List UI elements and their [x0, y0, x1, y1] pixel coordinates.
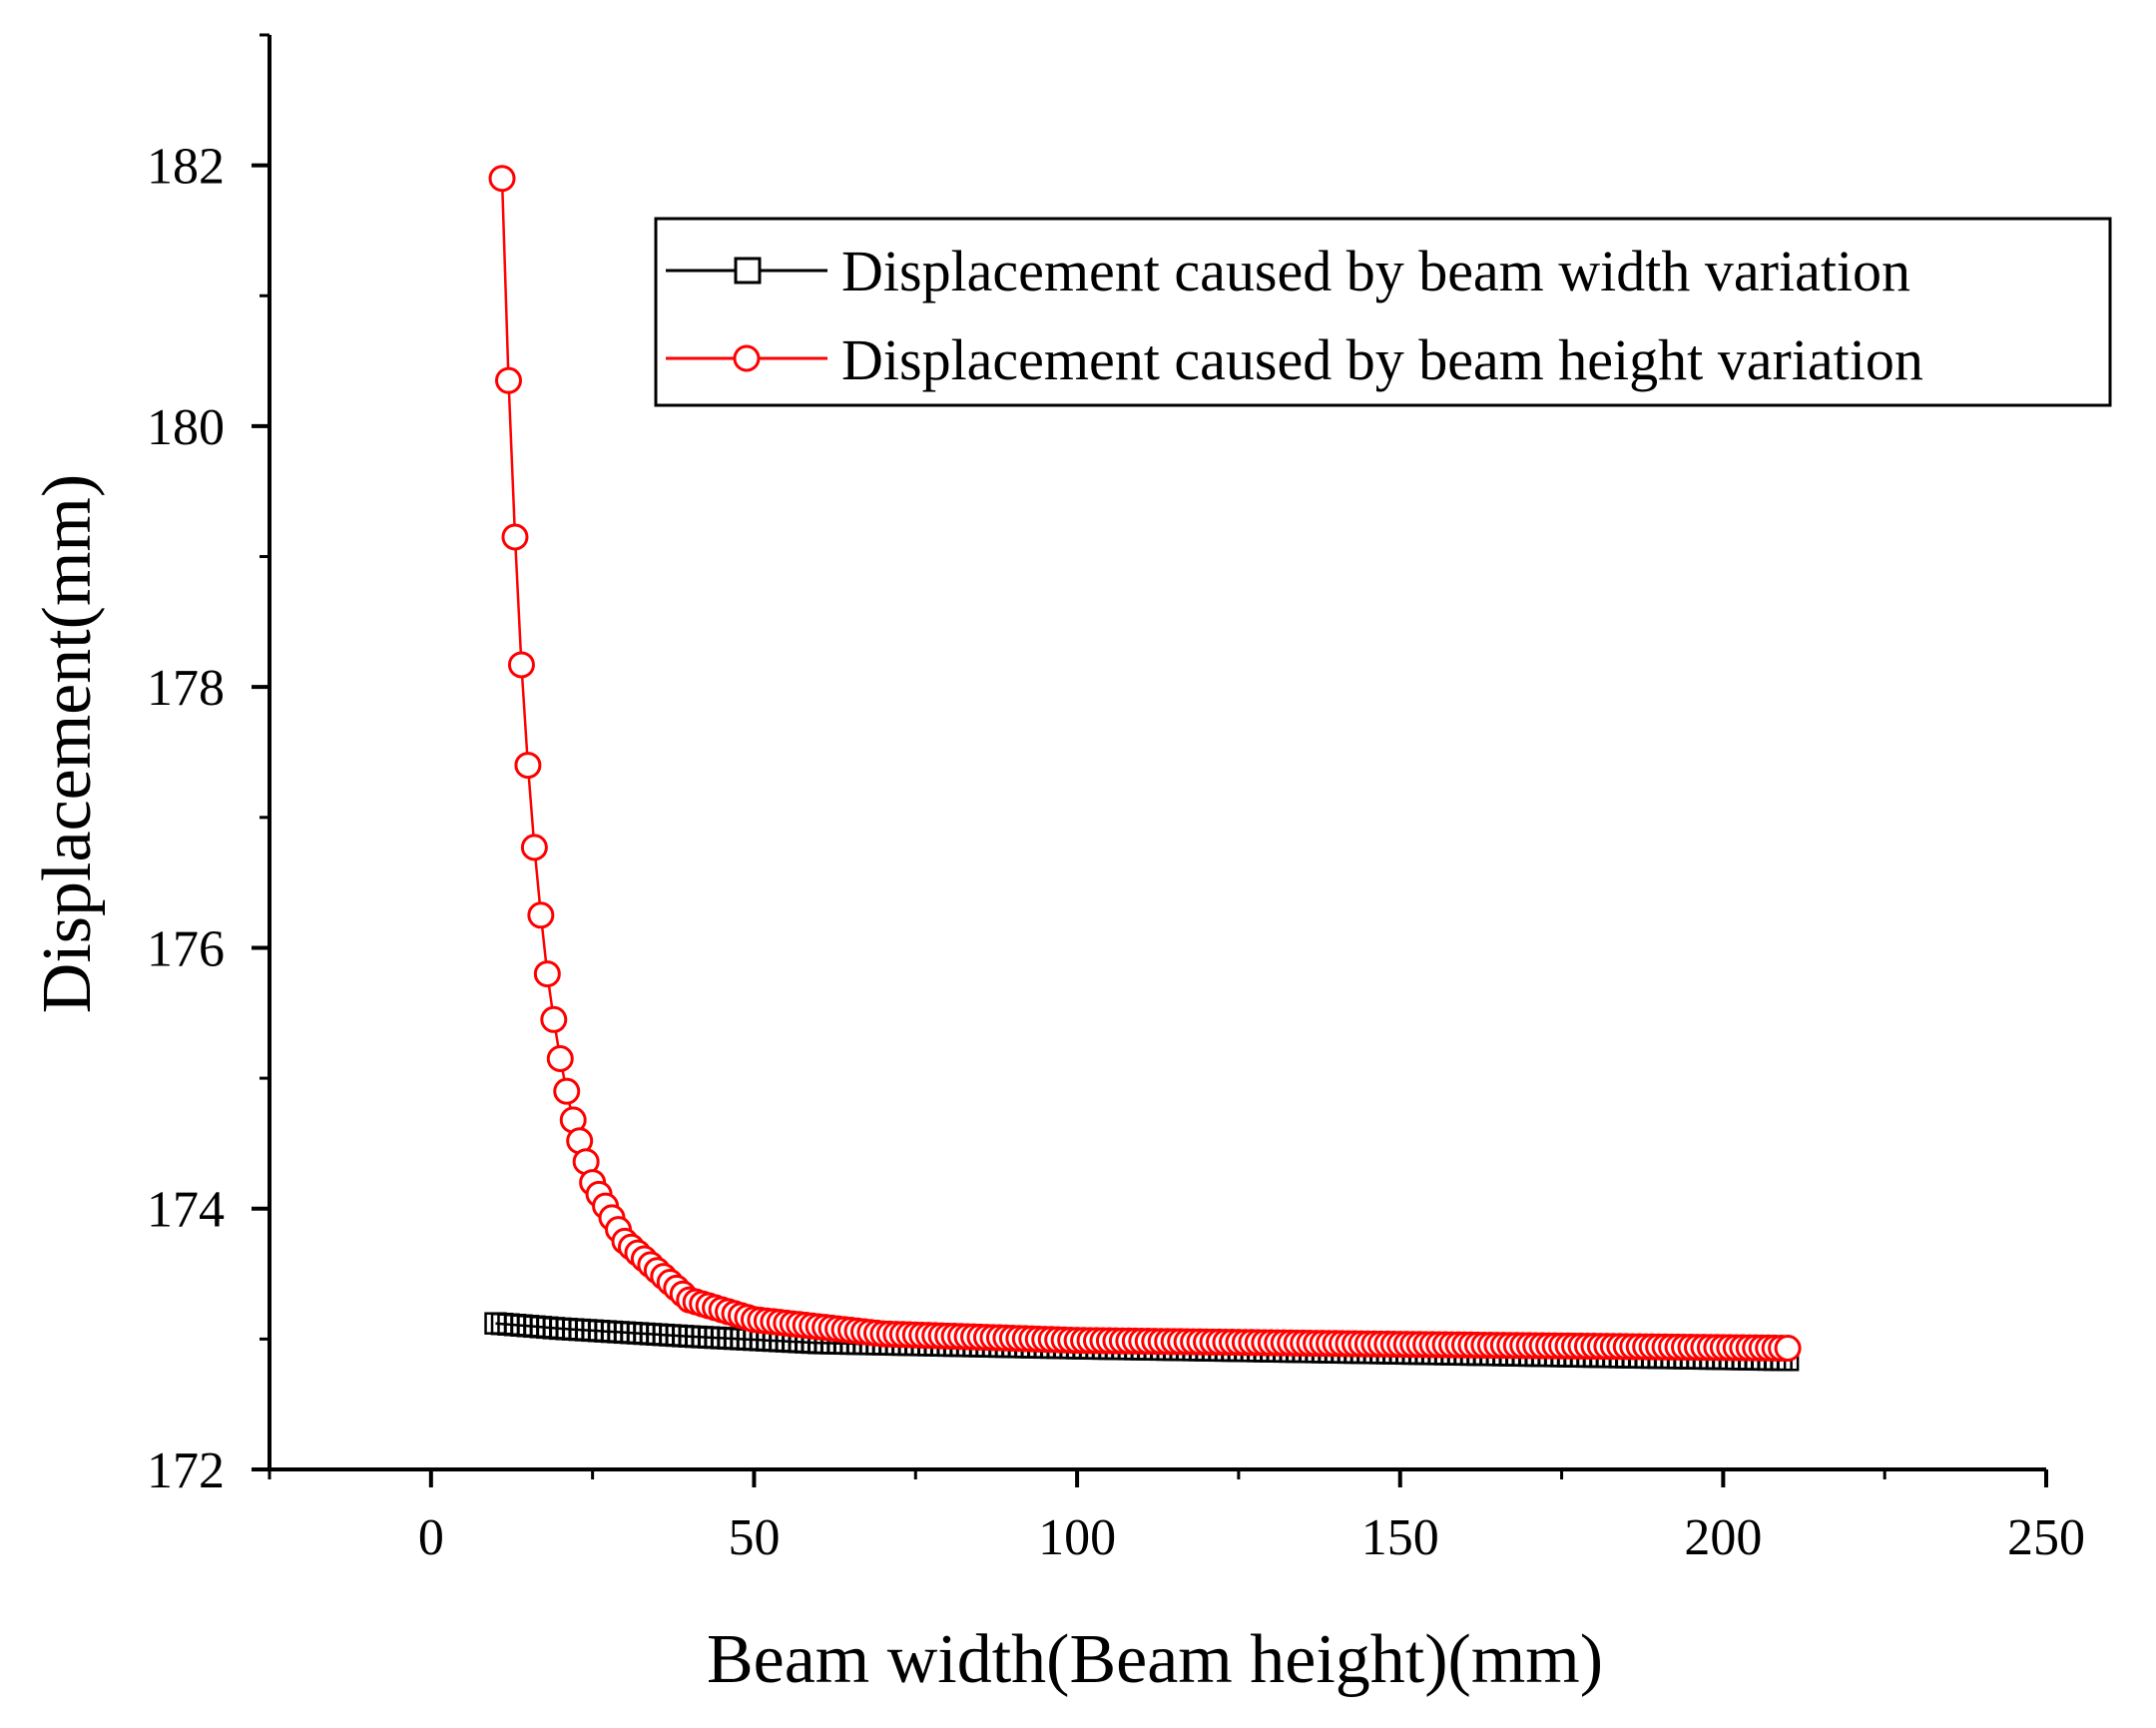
beam-height-point [501, 523, 529, 551]
x-tick-label: 200 [1684, 1509, 1762, 1566]
x-tick-label: 0 [418, 1509, 444, 1566]
legend-frame [654, 217, 2112, 407]
beam-height-point [514, 752, 542, 780]
beam-height-point [1774, 1335, 1802, 1363]
x-tick-label: 150 [1361, 1509, 1439, 1566]
x-tick-label: 100 [1038, 1509, 1116, 1566]
x-axis-title: Beam width(Beam height)(mm) [707, 1621, 1603, 1698]
beam-height-point [546, 1044, 574, 1072]
y-tick-label: 174 [147, 1182, 225, 1239]
y-axis-title: Displacement(mm) [29, 474, 106, 1013]
x-tick-label: 50 [728, 1509, 780, 1566]
beam-height-point [527, 901, 555, 929]
legend-label-width: Displacement caused by beam width variat… [841, 239, 1910, 303]
legend-marker-circle [733, 344, 761, 372]
beam-height-point [494, 366, 522, 394]
y-tick-label: 172 [147, 1442, 225, 1499]
x-tick-label: 250 [2007, 1509, 2085, 1566]
y-tick-label: 178 [147, 660, 225, 717]
legend-marker-square [734, 257, 762, 285]
legend: Displacement caused by beam width variat… [654, 217, 2112, 407]
beam-height-point [507, 651, 535, 679]
series-beam-height [488, 165, 1802, 1363]
y-tick-label: 182 [147, 139, 225, 196]
legend-label-height: Displacement caused by beam height varia… [841, 327, 1923, 392]
y-tick-label: 180 [147, 399, 225, 456]
beam-height-point [488, 165, 516, 193]
beam-height-point [520, 834, 548, 862]
beam-height-point [553, 1077, 581, 1105]
beam-height-point [533, 960, 561, 988]
axes: 0 50 100 150 200 250 172 174 176 178 180 182 [147, 33, 2085, 1566]
y-tick-label: 176 [147, 920, 225, 977]
beam-height-point [540, 1005, 568, 1033]
